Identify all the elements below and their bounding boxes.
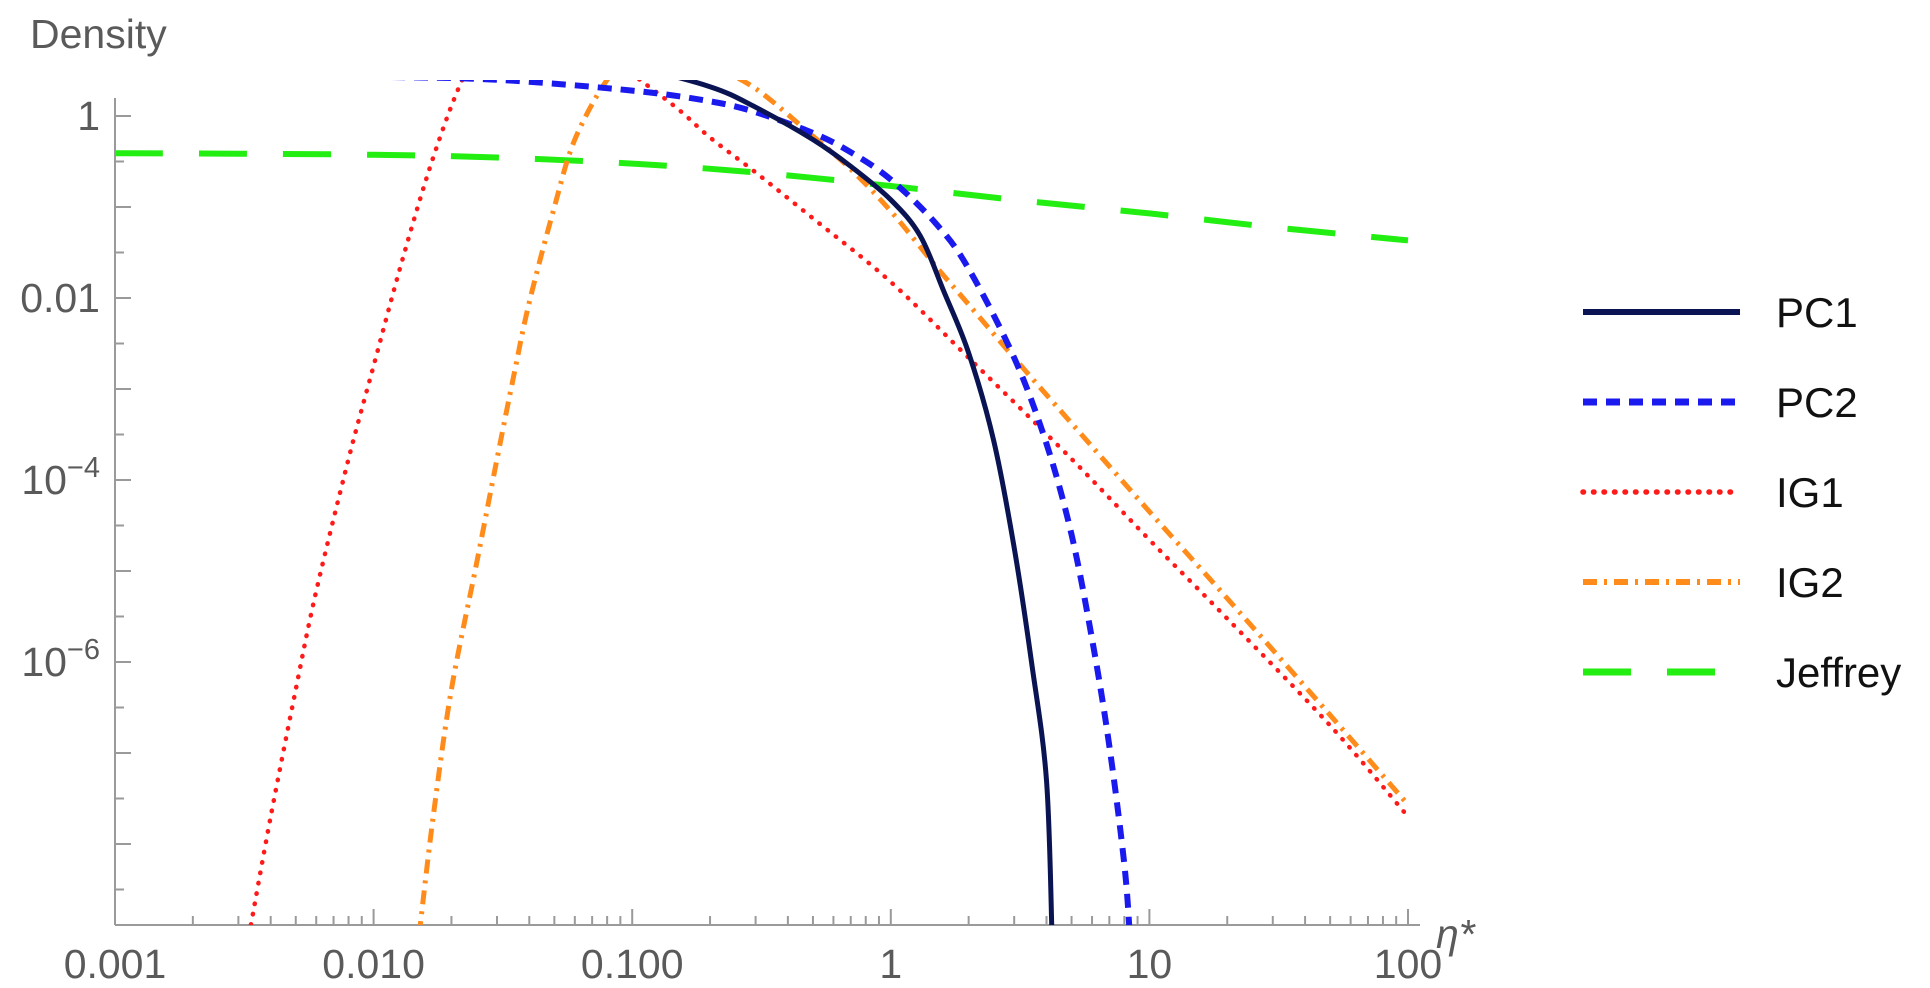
y-tick-label: 10−4 <box>21 452 100 503</box>
series-line-jeffrey <box>114 150 1409 244</box>
y-tick-label: 1 <box>77 93 100 139</box>
legend-item-pc2: PC2 <box>1583 379 1858 426</box>
plot-area <box>114 80 1411 925</box>
x-tick-label: 0.001 <box>64 941 167 987</box>
legend-label: Jeffrey <box>1776 649 1901 696</box>
legend-item-pc1: PC1 <box>1583 289 1858 336</box>
legend-item-ig1: IG1 <box>1580 469 1844 516</box>
x-tick-label: 0.010 <box>322 941 425 987</box>
x-axis-ticks <box>114 909 1409 925</box>
y-tick-label: 10−6 <box>21 634 100 685</box>
y-axis-tick-labels: 1 0.01 10−4 10−6 <box>20 93 100 685</box>
x-tick-label: 100 <box>1374 941 1442 987</box>
x-tick-label: 10 <box>1127 941 1173 987</box>
legend: PC1 PC2 IG1 IG2 Jeffrey <box>1580 289 1901 696</box>
legend-item-ig2: IG2 <box>1583 559 1844 606</box>
series-line-ig1 <box>248 80 1411 925</box>
legend-label: IG2 <box>1776 559 1844 606</box>
y-axis: 1 0.01 10−4 10−6 Density <box>20 11 167 925</box>
x-axis: 0.001 0.010 0.100 1 10 100 η* <box>64 909 1477 987</box>
legend-label: IG1 <box>1776 469 1844 516</box>
y-tick-label: 0.01 <box>20 275 100 321</box>
x-tick-label: 1 <box>879 941 902 987</box>
legend-item-jeffrey: Jeffrey <box>1583 649 1901 696</box>
y-axis-ticks <box>115 115 131 891</box>
series-line-pc1 <box>677 80 1055 925</box>
y-axis-title: Density <box>30 11 167 57</box>
legend-label: PC1 <box>1776 289 1858 336</box>
legend-label: PC2 <box>1776 379 1858 426</box>
series-line-ig2 <box>417 80 1410 925</box>
series-line-pc2 <box>389 80 1133 925</box>
x-axis-tick-labels: 0.001 0.010 0.100 1 10 100 <box>64 941 1443 987</box>
x-axis-title: η* <box>1436 911 1477 957</box>
x-tick-label: 0.100 <box>581 941 684 987</box>
